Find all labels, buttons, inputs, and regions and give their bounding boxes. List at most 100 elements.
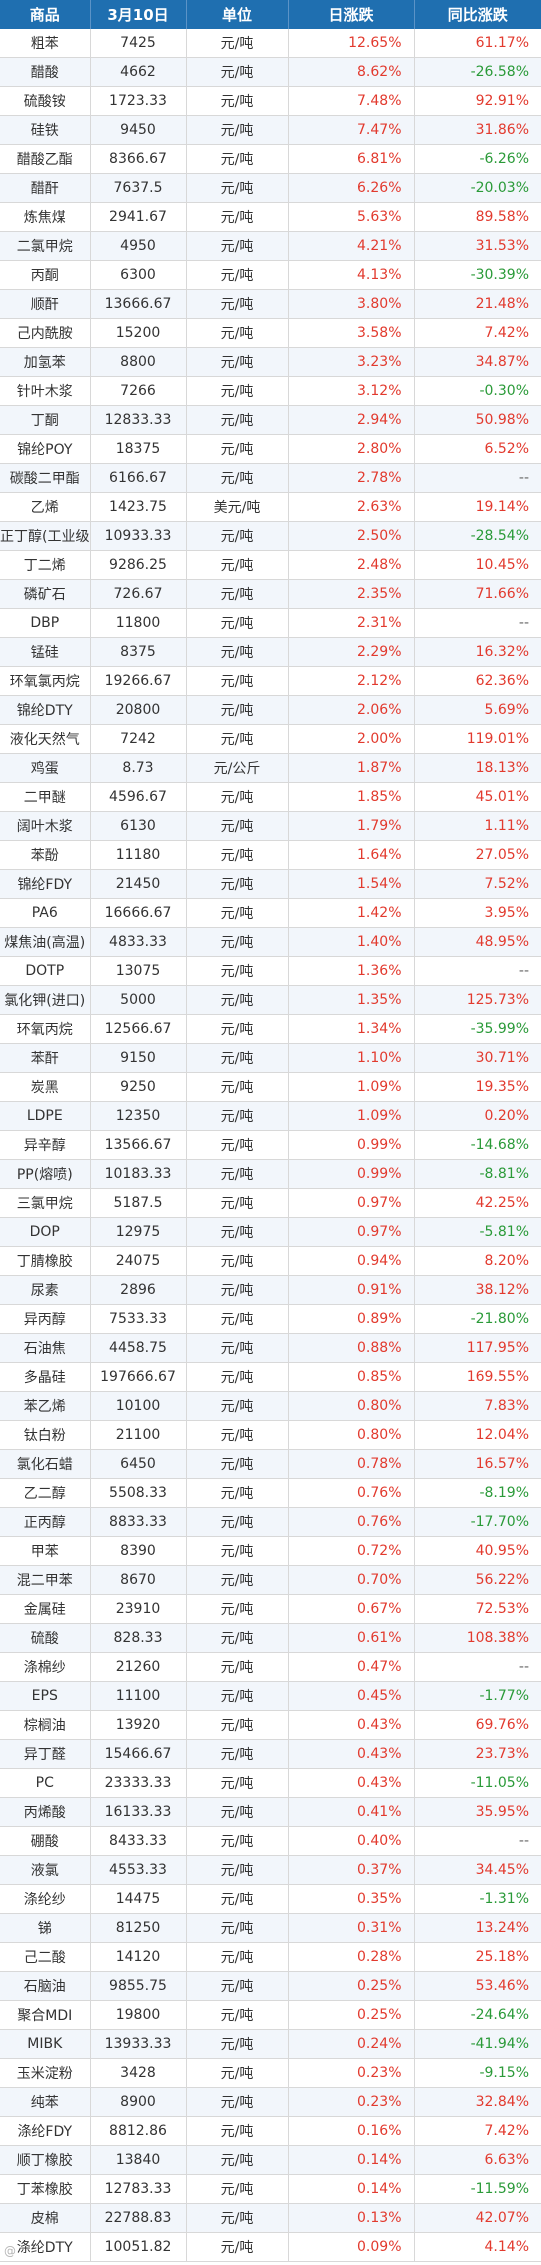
price-value: 4662	[90, 57, 187, 87]
header-daily-change: 日涨跌	[288, 0, 415, 29]
commodity-name: 涤纶纱	[0, 1884, 91, 1914]
commodity-name: 醋酸乙酯	[0, 144, 91, 174]
unit-cell: 元/吨	[186, 1913, 289, 1943]
yoy-change: 7.42%	[414, 2116, 541, 2146]
unit-cell: 元/吨	[186, 1362, 289, 1392]
price-value: 23910	[90, 1594, 187, 1624]
yoy-change: -24.64%	[414, 2000, 541, 2030]
unit-cell: 元/吨	[186, 86, 289, 116]
commodity-name: 炼焦煤	[0, 202, 91, 232]
commodity-name: 聚合MDI	[0, 2000, 91, 2030]
unit-cell: 元/吨	[186, 608, 289, 638]
yoy-change: -1.77%	[414, 1681, 541, 1711]
table-row: 己二酸 14120 元/吨 0.28% 25.18%	[0, 1942, 541, 1972]
daily-change: 0.88%	[288, 1333, 415, 1363]
price-value: 21100	[90, 1420, 187, 1450]
unit-cell: 元/吨	[186, 1014, 289, 1044]
yoy-change: -11.05%	[414, 1768, 541, 1798]
commodity-name: 乙二醇	[0, 1478, 91, 1508]
table-row: 纯苯 8900 元/吨 0.23% 32.84%	[0, 2087, 541, 2117]
yoy-change: -41.94%	[414, 2029, 541, 2059]
yoy-change: 12.04%	[414, 1420, 541, 1450]
price-value: 8670	[90, 1565, 187, 1595]
commodity-name: 丁二烯	[0, 550, 91, 580]
table-row: MIBK 13933.33 元/吨 0.24% -41.94%	[0, 2029, 541, 2059]
yoy-change: 169.55%	[414, 1362, 541, 1392]
price-value: 1723.33	[90, 86, 187, 116]
price-value: 16133.33	[90, 1797, 187, 1827]
yoy-change: 31.53%	[414, 231, 541, 261]
daily-change: 2.00%	[288, 724, 415, 754]
table-row: 二甲醚 4596.67 元/吨 1.85% 45.01%	[0, 782, 541, 812]
table-row: 醋酸乙酯 8366.67 元/吨 6.81% -6.26%	[0, 144, 541, 174]
daily-change: 0.72%	[288, 1536, 415, 1566]
yoy-change: 25.18%	[414, 1942, 541, 1972]
table-header: 商品 3月10日 单位 日涨跌 同比涨跌	[0, 0, 541, 29]
commodity-name: 硼酸	[0, 1826, 91, 1856]
unit-cell: 元/吨	[186, 1072, 289, 1102]
yoy-change: -28.54%	[414, 521, 541, 551]
daily-change: 0.24%	[288, 2029, 415, 2059]
table-row: 针叶木浆 7266 元/吨 3.12% -0.30%	[0, 376, 541, 406]
unit-cell: 元/吨	[186, 1333, 289, 1363]
price-value: 7533.33	[90, 1304, 187, 1334]
daily-change: 0.45%	[288, 1681, 415, 1711]
daily-change: 0.35%	[288, 1884, 415, 1914]
commodity-name: 氯化钾(进口)	[0, 985, 91, 1015]
unit-cell: 元/吨	[186, 2174, 289, 2204]
yoy-change: 31.86%	[414, 115, 541, 145]
price-value: 8366.67	[90, 144, 187, 174]
unit-cell: 元/吨	[186, 1536, 289, 1566]
daily-change: 0.85%	[288, 1362, 415, 1392]
table-row: 钛白粉 21100 元/吨 0.80% 12.04%	[0, 1420, 541, 1450]
watermark: @	[4, 2244, 16, 2258]
unit-cell: 元/吨	[186, 1855, 289, 1885]
daily-change: 0.47%	[288, 1652, 415, 1682]
unit-cell: 元/吨	[186, 2029, 289, 2059]
table-row: 丁酮 12833.33 元/吨 2.94% 50.98%	[0, 405, 541, 435]
unit-cell: 元/吨	[186, 811, 289, 841]
price-value: 20800	[90, 695, 187, 725]
commodity-name: 锦纶FDY	[0, 869, 91, 899]
table-row: 锦纶DTY 20800 元/吨 2.06% 5.69%	[0, 695, 541, 725]
price-value: 14475	[90, 1884, 187, 1914]
daily-change: 8.62%	[288, 57, 415, 87]
price-value: 4950	[90, 231, 187, 261]
daily-change: 0.80%	[288, 1391, 415, 1421]
unit-cell: 元/吨	[186, 898, 289, 928]
unit-cell: 元/吨	[186, 434, 289, 464]
daily-change: 4.21%	[288, 231, 415, 261]
yoy-change: --	[414, 1826, 541, 1856]
yoy-change: 56.22%	[414, 1565, 541, 1595]
yoy-change: 16.57%	[414, 1449, 541, 1479]
table-row: 鸡蛋 8.73 元/公斤 1.87% 18.13%	[0, 753, 541, 783]
yoy-change: 72.53%	[414, 1594, 541, 1624]
price-value: 2896	[90, 1275, 187, 1305]
commodity-name: 石脑油	[0, 1971, 91, 2001]
daily-change: 0.89%	[288, 1304, 415, 1334]
table-row: 涤纶纱 14475 元/吨 0.35% -1.31%	[0, 1884, 541, 1914]
unit-cell: 元/吨	[186, 1942, 289, 1972]
unit-cell: 元/吨	[186, 1478, 289, 1508]
price-value: 13933.33	[90, 2029, 187, 2059]
table-row: 氯化钾(进口) 5000 元/吨 1.35% 125.73%	[0, 985, 541, 1015]
daily-change: 1.35%	[288, 985, 415, 1015]
commodity-name: 乙烯	[0, 492, 91, 522]
unit-cell: 元/吨	[186, 347, 289, 377]
table-row: 金属硅 23910 元/吨 0.67% 72.53%	[0, 1594, 541, 1624]
table-row: 锑 81250 元/吨 0.31% 13.24%	[0, 1913, 541, 1943]
yoy-change: 5.69%	[414, 695, 541, 725]
daily-change: 0.37%	[288, 1855, 415, 1885]
commodity-name: 磷矿石	[0, 579, 91, 609]
price-value: 4553.33	[90, 1855, 187, 1885]
commodity-name: 异辛醇	[0, 1130, 91, 1160]
daily-change: 1.36%	[288, 956, 415, 986]
table-row: 苯酚 11180 元/吨 1.64% 27.05%	[0, 840, 541, 870]
yoy-change: -5.81%	[414, 1217, 541, 1247]
table-row: DBP 11800 元/吨 2.31% --	[0, 608, 541, 638]
table-row: 尿素 2896 元/吨 0.91% 38.12%	[0, 1275, 541, 1305]
price-value: 9450	[90, 115, 187, 145]
price-value: 12350	[90, 1101, 187, 1131]
daily-change: 0.23%	[288, 2058, 415, 2088]
